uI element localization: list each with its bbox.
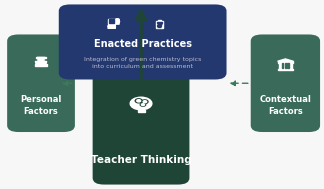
Circle shape	[143, 101, 147, 103]
Circle shape	[130, 97, 152, 110]
Circle shape	[140, 103, 146, 106]
Polygon shape	[156, 21, 163, 29]
Polygon shape	[278, 69, 293, 70]
Polygon shape	[108, 19, 115, 24]
Polygon shape	[287, 63, 289, 68]
Polygon shape	[36, 57, 46, 58]
Polygon shape	[110, 26, 113, 28]
Circle shape	[141, 104, 145, 105]
Polygon shape	[157, 25, 161, 26]
Polygon shape	[108, 26, 110, 28]
Polygon shape	[35, 61, 47, 65]
Circle shape	[38, 58, 44, 62]
Text: Integration of green chemistry topics
into curriculum and assessment: Integration of green chemistry topics in…	[84, 57, 201, 69]
Polygon shape	[35, 64, 41, 66]
Polygon shape	[278, 61, 293, 63]
Circle shape	[137, 100, 141, 102]
Text: Enacted Practices: Enacted Practices	[94, 39, 191, 49]
Text: Contextual
Factors: Contextual Factors	[260, 95, 311, 116]
Circle shape	[115, 19, 119, 21]
Polygon shape	[157, 20, 161, 22]
Polygon shape	[37, 57, 45, 58]
Polygon shape	[109, 19, 114, 23]
Circle shape	[113, 25, 115, 27]
FancyBboxPatch shape	[7, 34, 75, 132]
Polygon shape	[282, 63, 284, 68]
FancyBboxPatch shape	[93, 72, 190, 184]
Polygon shape	[278, 59, 293, 61]
Text: Personal
Factors: Personal Factors	[20, 95, 62, 116]
Text: Teacher Thinking: Teacher Thinking	[91, 155, 191, 165]
Polygon shape	[138, 110, 145, 112]
Circle shape	[142, 100, 148, 104]
Polygon shape	[284, 63, 286, 68]
FancyBboxPatch shape	[251, 34, 320, 132]
Polygon shape	[279, 63, 292, 69]
Polygon shape	[41, 64, 47, 66]
Circle shape	[135, 99, 142, 103]
Polygon shape	[156, 22, 162, 23]
Circle shape	[108, 25, 110, 27]
Polygon shape	[113, 26, 115, 28]
Circle shape	[110, 25, 113, 27]
FancyBboxPatch shape	[59, 5, 226, 80]
Polygon shape	[115, 21, 120, 24]
